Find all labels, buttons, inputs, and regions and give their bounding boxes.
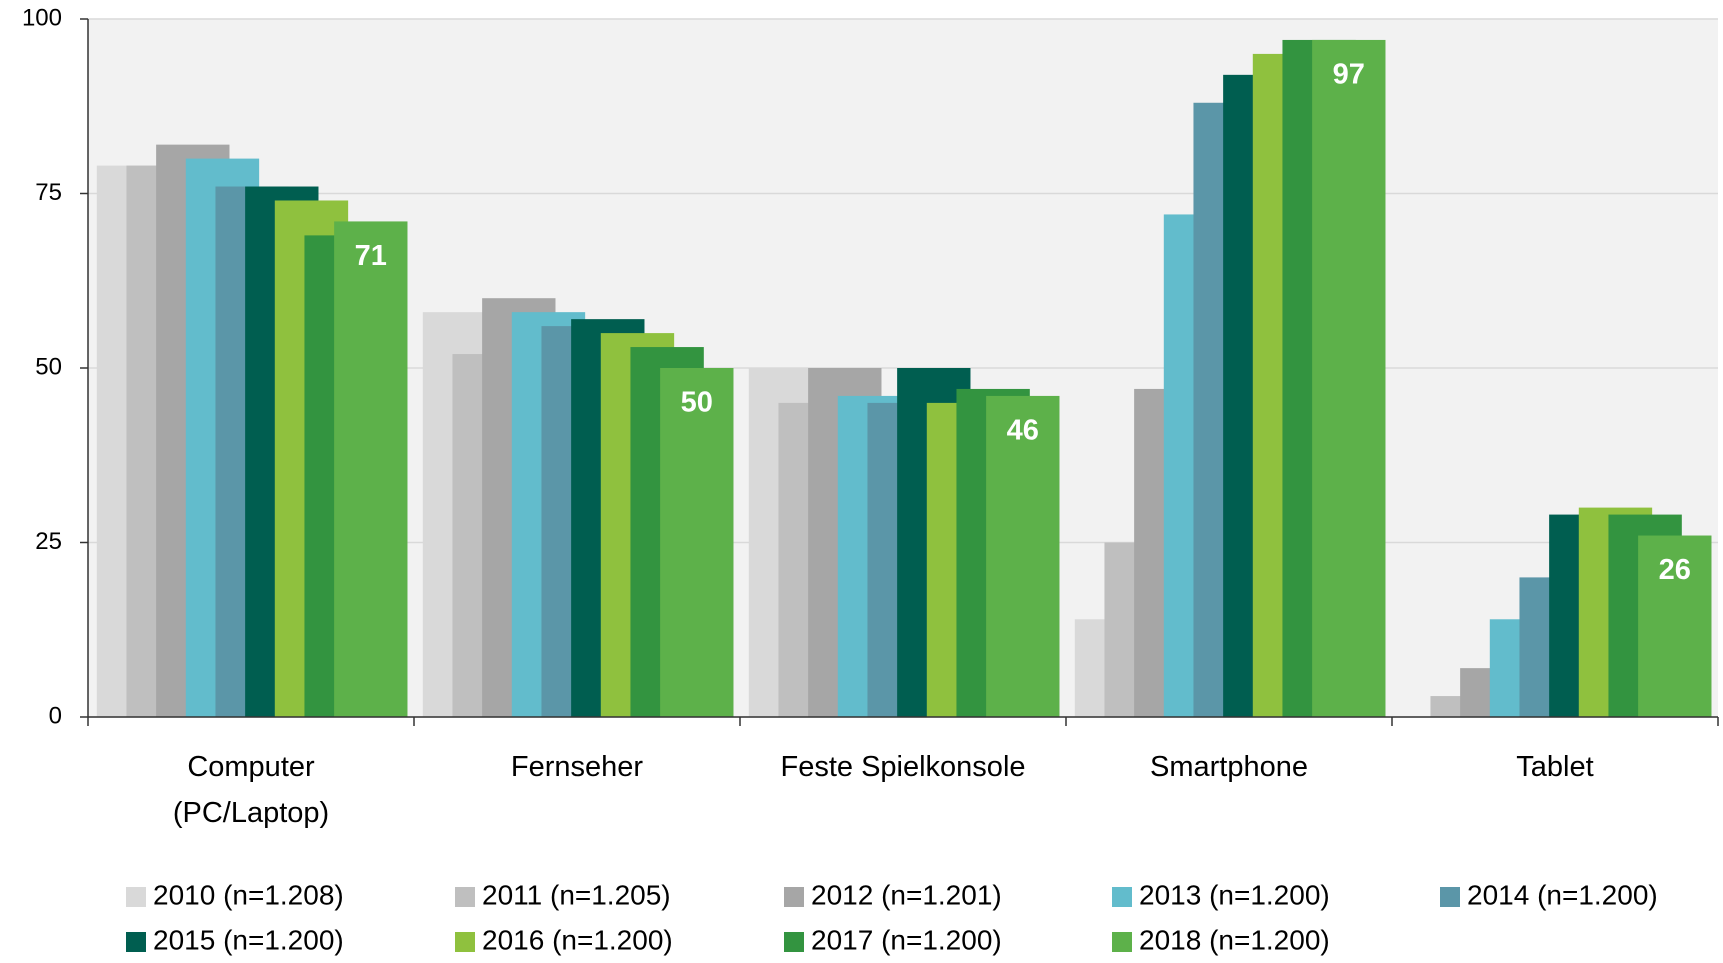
- x-tick-label: Fernseher: [510, 751, 644, 783]
- legend-label: 2015 (n=1.200): [153, 924, 344, 955]
- legend-label: 2018 (n=1.200): [1139, 924, 1330, 955]
- legend-swatch: [455, 887, 475, 907]
- y-tick-label: 25: [35, 528, 62, 555]
- bar: [660, 368, 734, 717]
- legend-swatch: [126, 932, 146, 952]
- legend-label: 2011 (n=1.205): [482, 879, 671, 910]
- legend-swatch: [455, 932, 475, 952]
- x-tick-label: Tablet: [1516, 751, 1594, 783]
- legend-label: 2013 (n=1.200): [1139, 879, 1330, 910]
- legend-label: 2016 (n=1.200): [482, 924, 673, 955]
- y-tick-label: 100: [22, 4, 62, 31]
- legend-swatch: [1440, 887, 1460, 907]
- data-label: 50: [681, 387, 713, 419]
- bar: [1312, 39, 1386, 717]
- y-tick-label: 75: [35, 179, 62, 206]
- legend-swatch: [1112, 887, 1132, 907]
- legend-swatch: [1112, 932, 1132, 952]
- legend-label: 2014 (n=1.200): [1467, 879, 1658, 910]
- y-tick-label: 50: [35, 353, 62, 380]
- x-tick-label: Feste Spielkonsole: [780, 751, 1026, 783]
- bar: [1638, 535, 1712, 717]
- bar: [986, 395, 1060, 717]
- legend-label: 2010 (n=1.208): [153, 879, 344, 910]
- data-label: 97: [1333, 59, 1365, 91]
- bar: [334, 221, 408, 718]
- x-tick-label: Smartphone: [1150, 751, 1308, 783]
- legend-swatch: [784, 887, 804, 907]
- legend-label: 2012 (n=1.201): [811, 879, 1002, 910]
- data-label: 26: [1659, 554, 1691, 586]
- y-tick-label: 0: [49, 702, 62, 729]
- x-tick-label: Computer (PC/Laptop): [172, 751, 330, 829]
- data-label: 71: [355, 240, 387, 272]
- legend-swatch: [784, 932, 804, 952]
- legend-label: 2017 (n=1.200): [811, 924, 1002, 955]
- legend-swatch: [126, 887, 146, 907]
- data-label: 46: [1007, 415, 1039, 447]
